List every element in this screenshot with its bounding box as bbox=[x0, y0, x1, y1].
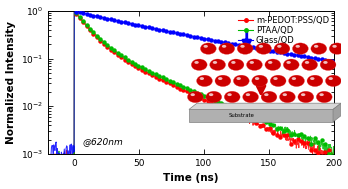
Ellipse shape bbox=[265, 59, 281, 70]
Ellipse shape bbox=[292, 77, 296, 80]
Ellipse shape bbox=[237, 77, 241, 80]
Ellipse shape bbox=[295, 45, 300, 48]
Ellipse shape bbox=[329, 77, 333, 80]
Ellipse shape bbox=[231, 61, 236, 64]
Ellipse shape bbox=[255, 77, 259, 80]
Ellipse shape bbox=[209, 93, 213, 96]
Ellipse shape bbox=[200, 77, 204, 80]
Ellipse shape bbox=[190, 93, 195, 96]
Ellipse shape bbox=[227, 93, 232, 96]
Ellipse shape bbox=[218, 77, 222, 80]
Ellipse shape bbox=[279, 91, 295, 103]
Polygon shape bbox=[189, 109, 333, 122]
Ellipse shape bbox=[206, 91, 222, 103]
Ellipse shape bbox=[228, 59, 244, 70]
Ellipse shape bbox=[301, 93, 306, 96]
Ellipse shape bbox=[252, 75, 268, 87]
Ellipse shape bbox=[302, 59, 318, 70]
Ellipse shape bbox=[319, 93, 324, 96]
Ellipse shape bbox=[264, 93, 269, 96]
Ellipse shape bbox=[298, 91, 314, 103]
Ellipse shape bbox=[256, 43, 271, 54]
Ellipse shape bbox=[210, 59, 226, 70]
Ellipse shape bbox=[288, 75, 304, 87]
Ellipse shape bbox=[219, 43, 235, 54]
Ellipse shape bbox=[310, 77, 315, 80]
Ellipse shape bbox=[237, 43, 253, 54]
Text: Substrate: Substrate bbox=[229, 113, 255, 118]
Y-axis label: Normalized Intensity: Normalized Intensity bbox=[6, 21, 16, 144]
Ellipse shape bbox=[292, 43, 308, 54]
Ellipse shape bbox=[240, 45, 245, 48]
Ellipse shape bbox=[273, 77, 278, 80]
Ellipse shape bbox=[188, 91, 203, 103]
Ellipse shape bbox=[320, 59, 336, 70]
Text: @620nm: @620nm bbox=[82, 137, 123, 146]
Ellipse shape bbox=[325, 75, 341, 87]
Ellipse shape bbox=[311, 43, 327, 54]
Ellipse shape bbox=[329, 43, 345, 54]
Ellipse shape bbox=[204, 45, 208, 48]
Ellipse shape bbox=[222, 45, 226, 48]
Ellipse shape bbox=[283, 59, 299, 70]
Polygon shape bbox=[333, 103, 341, 122]
Ellipse shape bbox=[250, 61, 254, 64]
Ellipse shape bbox=[215, 75, 231, 87]
Ellipse shape bbox=[286, 61, 291, 64]
Ellipse shape bbox=[197, 75, 212, 87]
Ellipse shape bbox=[234, 75, 249, 87]
Ellipse shape bbox=[305, 61, 309, 64]
Ellipse shape bbox=[274, 43, 290, 54]
Ellipse shape bbox=[323, 61, 327, 64]
Ellipse shape bbox=[332, 45, 337, 48]
Ellipse shape bbox=[243, 91, 259, 103]
Ellipse shape bbox=[270, 75, 286, 87]
Ellipse shape bbox=[259, 45, 263, 48]
Ellipse shape bbox=[314, 45, 318, 48]
Legend: m-PEDOT:PSS/QD, PTAA/QD, Glass/QD: m-PEDOT:PSS/QD, PTAA/QD, Glass/QD bbox=[237, 15, 330, 46]
Ellipse shape bbox=[307, 75, 323, 87]
X-axis label: Time (ns): Time (ns) bbox=[163, 174, 219, 184]
Ellipse shape bbox=[246, 59, 262, 70]
Ellipse shape bbox=[261, 91, 277, 103]
Ellipse shape bbox=[268, 61, 272, 64]
Ellipse shape bbox=[200, 43, 216, 54]
Ellipse shape bbox=[195, 61, 199, 64]
Ellipse shape bbox=[224, 91, 240, 103]
Ellipse shape bbox=[283, 93, 287, 96]
Ellipse shape bbox=[213, 61, 217, 64]
Polygon shape bbox=[189, 103, 341, 109]
Ellipse shape bbox=[277, 45, 282, 48]
Ellipse shape bbox=[316, 91, 332, 103]
Ellipse shape bbox=[246, 93, 250, 96]
Ellipse shape bbox=[191, 59, 207, 70]
